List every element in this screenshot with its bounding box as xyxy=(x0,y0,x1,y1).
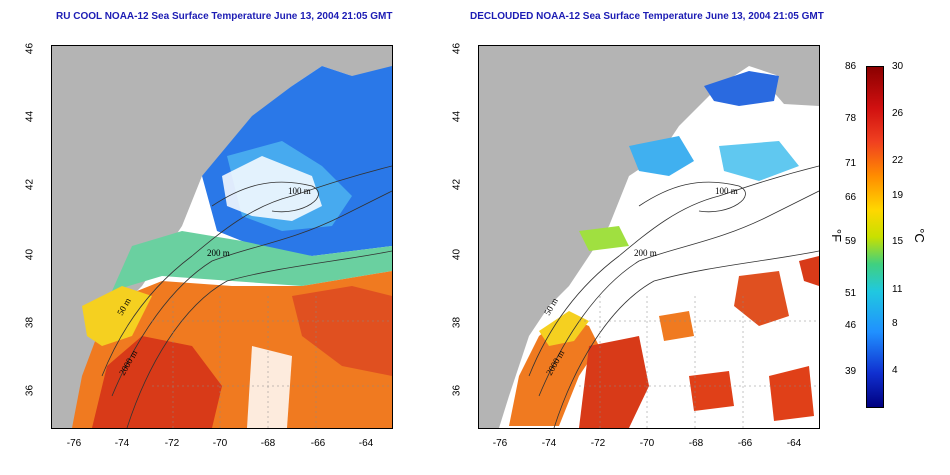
cold-water-region xyxy=(629,136,694,176)
warm-water-hot xyxy=(689,371,734,411)
left-map-title: RU COOL NOAA-12 Sea Surface Temperature … xyxy=(56,11,393,22)
warm-water-hot xyxy=(799,256,819,286)
x-tick-label: -66 xyxy=(310,438,326,449)
cold-water-region xyxy=(704,71,779,106)
x-tick-label: -66 xyxy=(737,438,753,449)
y-tick-label: 38 xyxy=(24,316,36,329)
celsius-tick: 22 xyxy=(892,155,904,166)
left-map-graphic: 50 m 100 m 200 m 2000 m xyxy=(52,46,392,428)
warm-water-hot xyxy=(734,271,789,326)
x-tick-label: -68 xyxy=(688,438,704,449)
contour-100m xyxy=(211,181,319,213)
y-tick-label: 40 xyxy=(451,248,463,261)
celsius-tick: 26 xyxy=(892,108,904,119)
celsius-tick: 8 xyxy=(892,318,898,329)
warm-water-hot xyxy=(292,286,392,376)
y-tick-label: 36 xyxy=(451,384,463,397)
right-map-graphic: 50 m 100 m 200 m 2000 m xyxy=(479,46,819,428)
y-tick-label: 42 xyxy=(24,178,36,191)
contour-2000m xyxy=(553,250,819,428)
x-tick-label: -76 xyxy=(492,438,508,449)
y-tick-label: 38 xyxy=(451,316,463,329)
warm-water-region xyxy=(509,316,599,426)
celsius-unit-label: °C xyxy=(911,228,927,243)
fahrenheit-tick: 86 xyxy=(845,61,857,72)
right-map-title: DECLOUDED NOAA-12 Sea Surface Temperatur… xyxy=(470,11,824,22)
mid-temp-band xyxy=(112,231,392,291)
y-tick-label: 44 xyxy=(451,110,463,123)
x-tick-label: -74 xyxy=(114,438,130,449)
fahrenheit-tick: 66 xyxy=(845,192,857,203)
x-tick-label: -64 xyxy=(786,438,802,449)
contour-50m xyxy=(101,165,392,377)
warm-water-hot xyxy=(92,336,222,428)
fahrenheit-tick: 71 xyxy=(845,158,857,169)
x-tick-label: -72 xyxy=(164,438,180,449)
warm-water-hot xyxy=(659,311,694,341)
celsius-tick: 19 xyxy=(892,190,904,201)
temperature-colorbar xyxy=(866,66,884,408)
cloud-patch xyxy=(247,346,292,428)
land-mass xyxy=(52,46,392,428)
contour-label-100m: 100 m xyxy=(288,186,311,196)
contour-label-100m: 100 m xyxy=(715,186,738,196)
x-tick-label: -72 xyxy=(590,438,606,449)
contour-100m xyxy=(638,181,746,213)
cloud-patch xyxy=(222,156,322,221)
fahrenheit-tick: 59 xyxy=(845,236,857,247)
celsius-tick: 4 xyxy=(892,365,898,376)
x-tick-label: -64 xyxy=(358,438,374,449)
fahrenheit-tick: 51 xyxy=(845,288,857,299)
fahrenheit-tick: 46 xyxy=(845,320,857,331)
right-sst-map: 50 m 100 m 200 m 2000 m xyxy=(478,45,820,429)
contour-2000m xyxy=(126,250,392,428)
contour-50m xyxy=(528,165,819,377)
mid-temp-band xyxy=(579,226,629,251)
warm-water-hot xyxy=(769,366,814,421)
contour-200m xyxy=(538,190,819,397)
y-tick-label: 44 xyxy=(24,110,36,123)
celsius-tick: 11 xyxy=(892,284,903,295)
land-nova-scotia xyxy=(764,56,819,106)
land-mass xyxy=(479,46,819,428)
x-tick-label: -68 xyxy=(260,438,276,449)
left-sst-map: 50 m 100 m 200 m 2000 m xyxy=(51,45,393,429)
warm-yellow-shelf xyxy=(82,286,152,346)
celsius-tick: 30 xyxy=(892,61,904,72)
x-tick-label: -74 xyxy=(541,438,557,449)
fahrenheit-tick: 78 xyxy=(845,113,857,124)
y-tick-label: 40 xyxy=(24,248,36,261)
contour-label-200m: 200 m xyxy=(207,248,230,258)
x-tick-label: -76 xyxy=(66,438,82,449)
x-tick-label: -70 xyxy=(639,438,655,449)
y-tick-label: 46 xyxy=(451,42,463,55)
contour-200m xyxy=(111,190,392,397)
y-tick-label: 42 xyxy=(451,178,463,191)
warm-yellow-shelf xyxy=(539,311,589,346)
fahrenheit-tick: 39 xyxy=(845,366,857,377)
y-tick-label: 46 xyxy=(24,42,36,55)
fahrenheit-unit-label: °F xyxy=(829,228,845,243)
celsius-tick: 15 xyxy=(892,236,904,247)
contour-label-200m: 200 m xyxy=(634,248,657,258)
warm-water-hot xyxy=(579,336,649,428)
y-tick-label: 36 xyxy=(24,384,36,397)
x-tick-label: -70 xyxy=(212,438,228,449)
cold-water-region xyxy=(719,141,799,181)
